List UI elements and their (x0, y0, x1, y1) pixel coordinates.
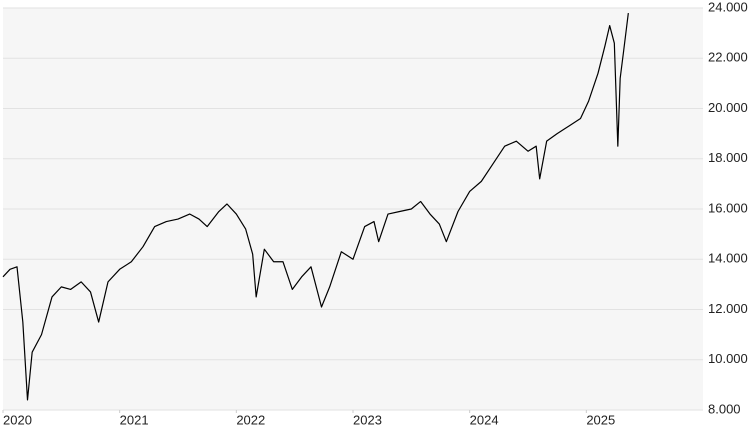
x-tick-label: 2025 (586, 412, 615, 427)
x-tick-label: 2023 (353, 412, 382, 427)
x-tick-label: 2024 (470, 412, 499, 427)
price-line (2, 12, 629, 401)
x-tick-label: 2020 (3, 412, 32, 427)
y-tick-label: 14.000 (708, 251, 748, 266)
y-tick-label: 18.000 (708, 150, 748, 165)
y-tick-label: 8.000 (708, 401, 741, 416)
y-tick-label: 16.000 (708, 200, 748, 215)
x-tick-label: 2022 (236, 412, 265, 427)
y-tick-label: 20.000 (708, 100, 748, 115)
y-tick-label: 24.000 (708, 0, 748, 14)
y-tick-label: 10.000 (708, 351, 748, 366)
y-tick-label: 12.000 (708, 301, 748, 316)
x-tick-label: 2021 (120, 412, 149, 427)
y-tick-label: 22.000 (708, 50, 748, 65)
